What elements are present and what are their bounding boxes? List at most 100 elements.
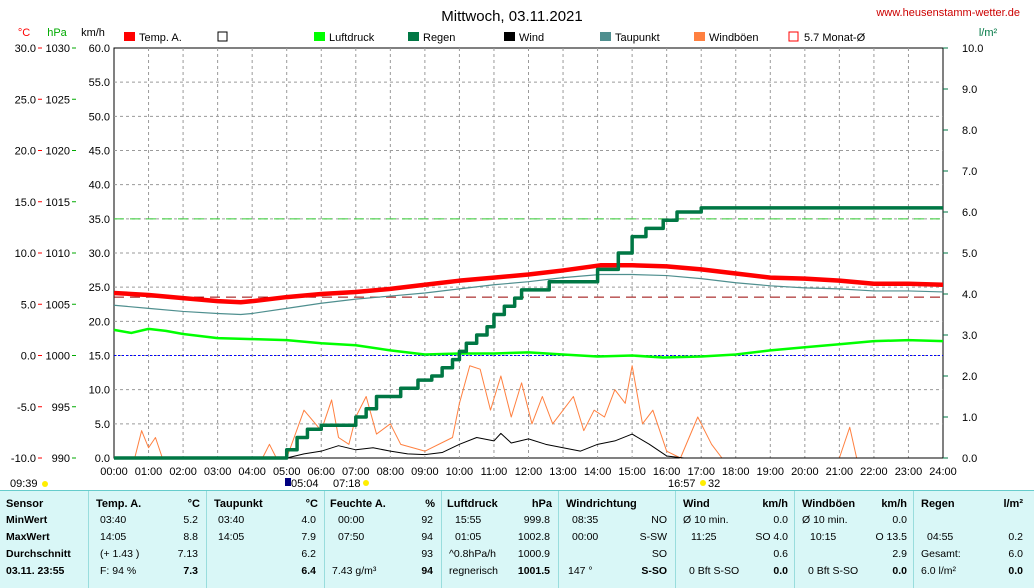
wind-tick-label: 60.0 xyxy=(89,43,110,55)
x-tick-label: 16:00 xyxy=(653,466,681,478)
temp-min: 5.2 xyxy=(183,514,198,526)
pres-min: 999.8 xyxy=(523,514,550,526)
direction-column: Windrichtung 08:35 NO 00:00 S-SW SO 147 … xyxy=(558,491,676,588)
legend-swatch xyxy=(124,32,135,41)
dir-avg: SO xyxy=(651,548,667,560)
rain-tick-label: 9.0 xyxy=(962,84,977,96)
temp-tick-label: 30.0 xyxy=(15,43,36,55)
dewpoint-column: Taupunkt °C 03:40 4.0 14:05 7.9 6.2 6.4 xyxy=(206,491,325,588)
wind-tick-label: 5.0 xyxy=(95,419,110,431)
sensor-header: Sensor xyxy=(6,498,44,510)
legend-label: Regen xyxy=(423,32,455,44)
legend-label: Temp. A. xyxy=(139,32,182,44)
wind-column: Wind km/h Ø 10 min. 0.0 11:25 SO 4.0 0.6… xyxy=(675,491,795,588)
site-url[interactable]: www.heusenstamm-wetter.de xyxy=(875,7,1020,19)
pres-avg: 1000.9 xyxy=(517,548,550,560)
rain-tick-label: 0.0 xyxy=(962,453,977,465)
x-tick-label: 21:00 xyxy=(826,466,854,478)
hum-min-time: 00:00 xyxy=(338,514,365,526)
pressure-tick-label: 1030 xyxy=(46,43,70,55)
current-label: 03.11. 23:55 xyxy=(6,565,65,577)
wind-avg: 0.6 xyxy=(773,548,788,560)
dir-min: NO xyxy=(651,514,667,526)
pres-max: 1002.8 xyxy=(517,531,550,543)
rain-total-label: Gesamt: xyxy=(921,548,961,560)
rain-tick-label: 7.0 xyxy=(962,166,977,178)
wind-header: Wind xyxy=(683,498,710,510)
gust-current: 0.0 xyxy=(892,565,907,577)
x-tick-label: 00:00 xyxy=(100,466,128,478)
wind-current: 0.0 xyxy=(773,565,788,577)
temp-min-time: 03:40 xyxy=(100,514,127,526)
gust-header: Windböen xyxy=(802,498,856,510)
series-temp-a- xyxy=(113,263,944,305)
temp-tick-label: 25.0 xyxy=(15,94,36,106)
dew-avg: 6.2 xyxy=(301,548,316,560)
wind-bft: 0 Bft S-SO xyxy=(689,565,740,577)
pres-min-time: 15:55 xyxy=(455,514,482,526)
temp-max-time: 14:05 xyxy=(100,531,127,543)
wind-tick-label: 55.0 xyxy=(89,77,110,89)
moonrise-label: 05:04 xyxy=(291,478,319,490)
temp-tick-label: -5.0 xyxy=(17,402,36,414)
dir-current: S-SO xyxy=(641,565,667,577)
pres-max-time: 01:05 xyxy=(455,531,482,543)
x-tick-label: 03:00 xyxy=(204,466,232,478)
x-tick-label: 15:00 xyxy=(618,466,646,478)
x-tick-label: 14:00 xyxy=(584,466,612,478)
dew-min-time: 03:40 xyxy=(218,514,245,526)
x-tick-label: 22:00 xyxy=(860,466,888,478)
series-luftdruck xyxy=(113,327,944,359)
x-tick-label: 07:00 xyxy=(342,466,370,478)
y-axes: 30.0 25.0 20.0 15.0 10.0 5.0 0.0 -5.0 -10.0 1030 1… xyxy=(11,43,984,465)
temp-tick-label: 20.0 xyxy=(15,146,36,158)
min-label: MinWert xyxy=(6,514,48,526)
gust-bft: 0 Bft S-SO xyxy=(808,565,859,577)
legend-swatch xyxy=(314,32,325,41)
dew-max-time: 14:05 xyxy=(218,531,245,543)
rain-tick-label: 4.0 xyxy=(962,289,977,301)
rain-column: Regen l/m² 04:55 0.2 Gesamt: 6.0 6.0 l/m… xyxy=(913,491,1033,588)
max-label: MaxWert xyxy=(6,531,50,543)
gust-max-time: 10:15 xyxy=(810,531,837,543)
temp-current: 7.3 xyxy=(183,565,198,577)
wind-unit-cell: km/h xyxy=(762,498,788,510)
legend: Temp. A. Luftdruck Regen Wind Taupunkt Windbö… xyxy=(124,31,866,44)
moonset-label: 32 xyxy=(708,478,720,490)
wind-tick-label: 10.0 xyxy=(89,385,110,397)
x-tick-label: 11:00 xyxy=(481,466,508,478)
dewpoint-header: Taupunkt xyxy=(214,498,263,510)
avg-label: Durchschnitt xyxy=(6,548,71,560)
wind-tick-label: 35.0 xyxy=(89,214,110,226)
rain-unit-cell: l/m² xyxy=(1003,498,1023,510)
pressure-tick-label: 995 xyxy=(52,402,70,414)
pressure-column: Luftdruck hPa 15:55 999.8 01:05 1002.8 ^… xyxy=(441,491,559,588)
temp-tick-label: 15.0 xyxy=(15,197,36,209)
x-tick-label: 06:00 xyxy=(307,466,335,478)
dir-max: S-SW xyxy=(639,531,667,543)
dir-min-time: 08:35 xyxy=(572,514,599,526)
x-tick-label: 23:00 xyxy=(895,466,923,478)
gust-min: 0.0 xyxy=(892,514,907,526)
dir-degrees: 147 ° xyxy=(568,565,593,577)
legend-label: Taupunkt xyxy=(615,32,660,44)
temp-unit: °C xyxy=(18,27,30,39)
sunset-label: 16:57 xyxy=(668,478,696,490)
rain-max: 0.2 xyxy=(1008,531,1023,543)
pressure-header: Luftdruck xyxy=(447,498,498,510)
wind-unit: km/h xyxy=(81,27,105,39)
pressure-tick-label: 1025 xyxy=(46,94,70,106)
wind-min-note: Ø 10 min. xyxy=(683,514,729,526)
rain-header: Regen xyxy=(921,498,955,510)
gust-min-note: Ø 10 min. xyxy=(802,514,848,526)
legend-label: Luftdruck xyxy=(329,32,375,44)
wind-tick-label: 25.0 xyxy=(89,282,110,294)
pressure-unit: hPa xyxy=(47,27,67,39)
wind-tick-label: 0.0 xyxy=(95,453,110,465)
temp-avg-note: (+ 1.43 ) xyxy=(100,548,140,560)
rain-max-time: 04:55 xyxy=(927,531,954,543)
hum-min: 92 xyxy=(421,514,433,526)
series-layer xyxy=(113,206,944,460)
dewpoint-unit: °C xyxy=(305,498,318,510)
x-tick-label: 05:00 xyxy=(273,466,301,478)
